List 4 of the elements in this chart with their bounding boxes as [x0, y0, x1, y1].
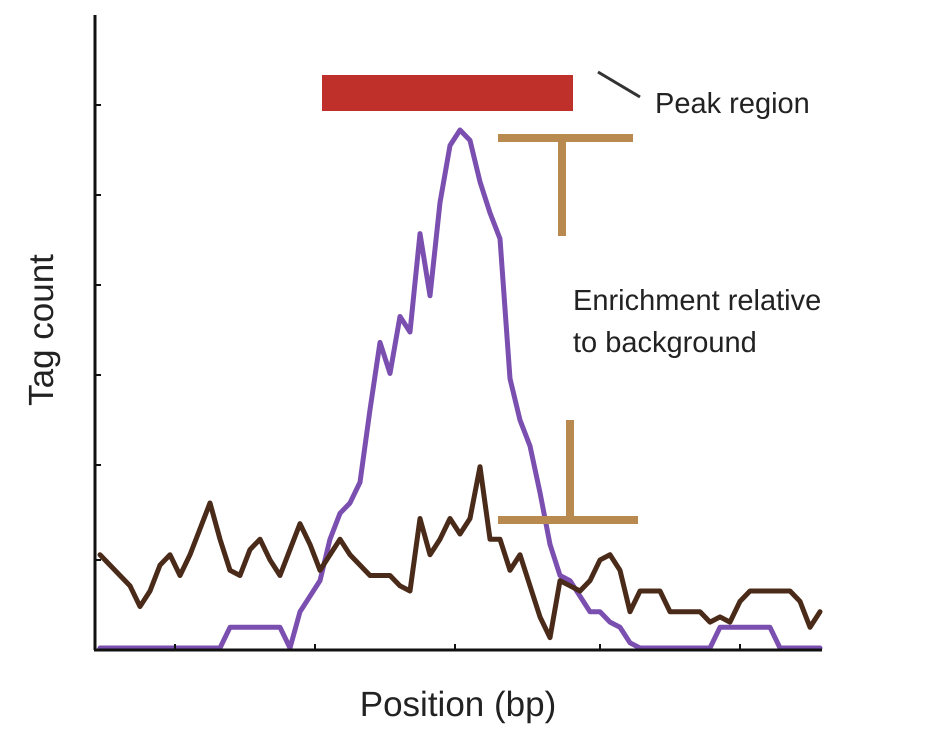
y-axis-title: Tag count — [22, 254, 61, 406]
x-axis-title: Position (bp) — [360, 685, 556, 724]
text: Peak region — [655, 88, 810, 120]
annotation: Enrichment relative to background — [573, 285, 822, 359]
